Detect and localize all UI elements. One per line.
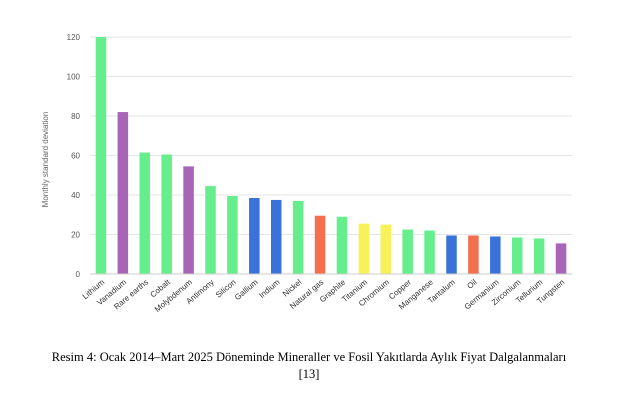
bar-tungsten — [555, 243, 567, 274]
bar-antimony — [205, 186, 216, 274]
caption-line-1: Resim 4: Ocak 2014–Mart 2025 Döneminde M… — [51, 350, 567, 364]
y-axis-title: Monthly standard deviation — [41, 112, 50, 208]
y-tick-label: 60 — [71, 152, 80, 161]
bar-tellurium — [533, 238, 545, 274]
bar-lithium — [95, 37, 107, 274]
bar-chromium — [380, 224, 392, 274]
bar-zirconium — [511, 237, 523, 274]
chart-svg: 0 20 40 60 80 100 120 Monthly standard deviati… — [41, 33, 572, 314]
bar-natural-gas — [314, 215, 326, 274]
bar-indium — [270, 199, 282, 274]
y-tick-label: 20 — [71, 231, 80, 240]
y-tick-label: 80 — [71, 112, 80, 121]
bar-germanium — [490, 236, 501, 274]
bar-nickel — [292, 200, 304, 274]
bar-tantalum — [446, 235, 457, 274]
x-tick-label: Indium — [257, 277, 281, 300]
bar-rare-earths — [139, 152, 151, 274]
caption-line-2: [13] — [298, 367, 320, 381]
bar-graphite — [336, 216, 348, 274]
bar-chart: 0 20 40 60 80 100 120 Monthly standard deviati… — [41, 33, 572, 314]
y-tick-label: 100 — [67, 73, 81, 82]
bar-cobalt — [161, 154, 172, 274]
bar-gallium — [249, 197, 260, 274]
bars — [95, 37, 567, 274]
x-tick-label: Gallium — [233, 277, 260, 302]
y-tick-label: 120 — [67, 33, 81, 42]
y-axis-ticks: 0 20 40 60 80 100 120 — [67, 33, 81, 279]
bar-molybdenum — [183, 166, 194, 274]
y-tick-label: 0 — [76, 270, 81, 279]
x-tick-label: Oil — [465, 277, 478, 290]
bar-vanadium — [117, 112, 129, 274]
bar-silicon — [227, 195, 238, 274]
y-tick-label: 40 — [71, 191, 80, 200]
figure-caption: Resim 4: Ocak 2014–Mart 2025 Döneminde M… — [0, 349, 618, 383]
bar-oil — [468, 235, 479, 274]
bar-manganese — [424, 230, 435, 274]
bar-titanium — [358, 223, 370, 274]
bar-copper — [402, 229, 413, 274]
